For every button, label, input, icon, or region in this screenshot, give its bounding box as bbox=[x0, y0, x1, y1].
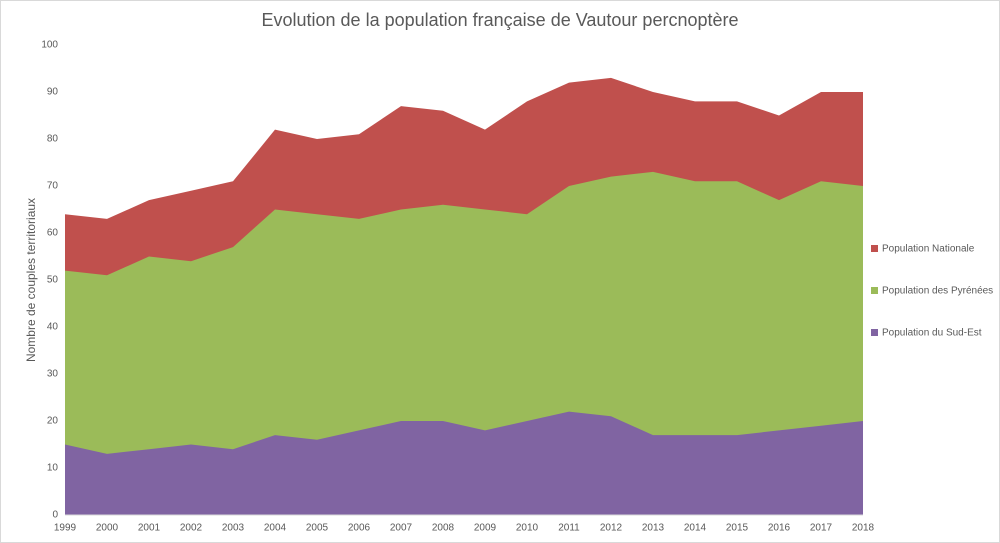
legend-label: Population Nationale bbox=[882, 244, 975, 255]
y-tick-label: 40 bbox=[47, 322, 59, 333]
y-tick-label: 80 bbox=[47, 134, 59, 145]
x-tick-label: 2004 bbox=[264, 523, 287, 534]
x-tick-label: 2005 bbox=[306, 523, 329, 534]
legend-swatch bbox=[871, 329, 878, 336]
legend-swatch bbox=[871, 287, 878, 294]
y-tick-label: 10 bbox=[47, 463, 59, 474]
x-tick-label: 2018 bbox=[852, 523, 875, 534]
y-tick-label: 60 bbox=[47, 228, 59, 239]
y-tick-label: 0 bbox=[52, 510, 58, 521]
x-tick-label: 2012 bbox=[600, 523, 623, 534]
y-tick-label: 30 bbox=[47, 369, 59, 380]
x-tick-label: 2013 bbox=[642, 523, 665, 534]
legend-label: Population des Pyrénées bbox=[882, 286, 993, 297]
y-tick-label: 70 bbox=[47, 181, 59, 192]
x-tick-label: 2006 bbox=[348, 523, 371, 534]
x-tick-label: 2011 bbox=[558, 523, 580, 534]
y-tick-label: 100 bbox=[41, 40, 58, 51]
x-tick-label: 2003 bbox=[222, 523, 245, 534]
y-axis-title: Nombre de couples territoriaux bbox=[24, 198, 38, 362]
legend-label: Population du Sud-Est bbox=[882, 328, 982, 339]
x-tick-label: 2001 bbox=[138, 523, 161, 534]
y-tick-label: 20 bbox=[47, 416, 59, 427]
x-tick-label: 2015 bbox=[726, 523, 749, 534]
y-tick-label: 50 bbox=[47, 275, 59, 286]
x-tick-label: 1999 bbox=[54, 523, 77, 534]
x-tick-label: 2017 bbox=[810, 523, 833, 534]
area bbox=[65, 411, 863, 515]
x-tick-label: 2008 bbox=[432, 523, 455, 534]
x-tick-label: 2000 bbox=[96, 523, 119, 534]
x-tick-label: 2010 bbox=[516, 523, 539, 534]
legend-swatch bbox=[871, 245, 878, 252]
area bbox=[65, 171, 863, 515]
x-tick-label: 2002 bbox=[180, 523, 203, 534]
x-tick-label: 2014 bbox=[684, 523, 707, 534]
chart-title: Evolution de la population française de … bbox=[262, 10, 739, 30]
x-tick-label: 2016 bbox=[768, 523, 791, 534]
y-tick-label: 90 bbox=[47, 87, 59, 98]
x-tick-label: 2009 bbox=[474, 523, 497, 534]
x-tick-label: 2007 bbox=[390, 523, 413, 534]
